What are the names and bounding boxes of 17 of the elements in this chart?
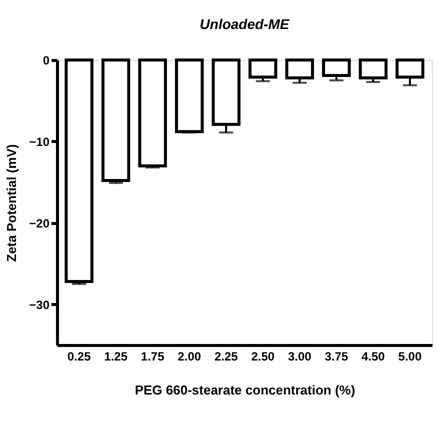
chart-title: Unloaded-ME xyxy=(200,16,290,32)
y-tick-label: 0 xyxy=(42,54,50,68)
y-tick-label: −10 xyxy=(29,134,50,149)
x-tick-label: 2.00 xyxy=(178,350,202,364)
x-tick-label: 1.75 xyxy=(140,350,165,364)
x-tick-label: 4.50 xyxy=(361,350,386,364)
y-tick-label: −30 xyxy=(29,298,50,312)
x-axis-title: PEG 660-stearate concentration (%) xyxy=(134,382,356,398)
x-tick-label: 3.00 xyxy=(288,350,312,364)
y-axis-title: Zeta Potential (mV) xyxy=(4,144,20,262)
x-tick-label: 1.25 xyxy=(104,350,128,364)
x-tick-label: 0.25 xyxy=(67,350,92,364)
x-tick-label: 3.75 xyxy=(324,350,348,364)
y-tick-label: −20 xyxy=(29,216,50,230)
x-tick-label: 2.25 xyxy=(214,350,238,364)
x-tick-label: 5.00 xyxy=(398,350,422,364)
x-tick-label: 2.50 xyxy=(251,350,275,364)
